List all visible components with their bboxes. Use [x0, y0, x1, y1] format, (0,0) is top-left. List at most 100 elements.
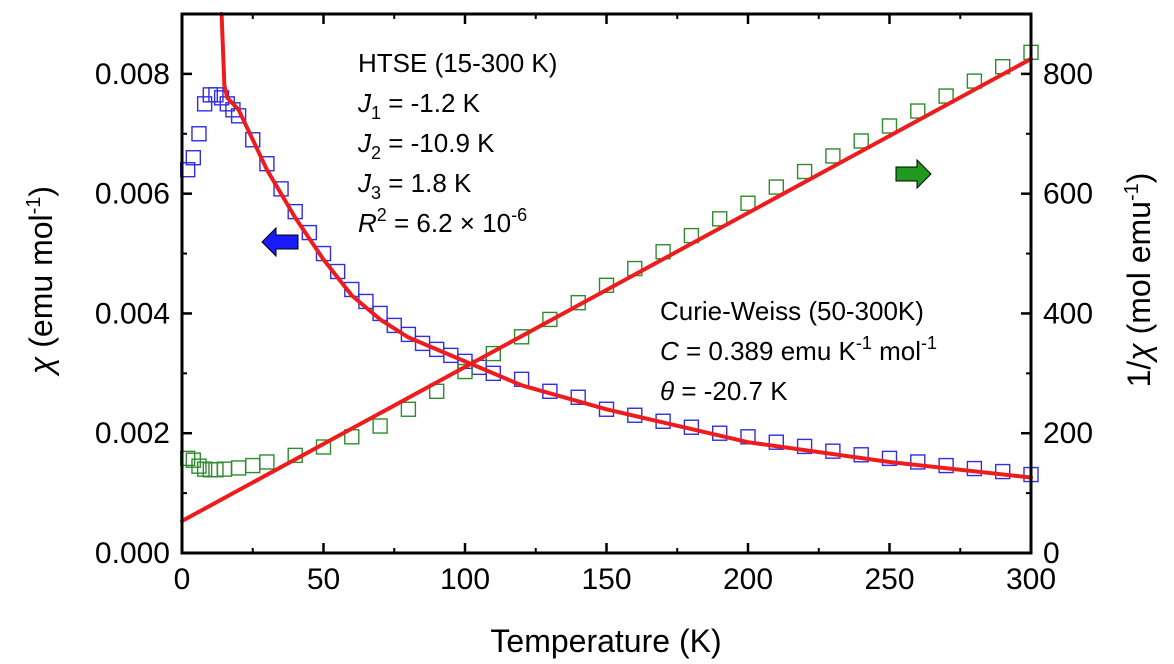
cw-theta-var: θ	[660, 376, 674, 406]
x-tick-label: 100	[440, 563, 490, 596]
cw-theta-val: = -20.7 K	[674, 376, 788, 406]
data-point	[216, 461, 233, 477]
ticks	[180, 13, 1033, 555]
x-axis-title: Temperature (K)	[490, 623, 721, 659]
y-left-tick-label: 0.006	[95, 178, 170, 211]
cw-c: C = 0.389 emu K-1 mol-1	[660, 333, 937, 366]
data-point	[245, 132, 261, 148]
y-left-unit-suffix: )	[23, 186, 59, 197]
data-point	[796, 438, 813, 455]
htse-r2-sup: 2	[377, 205, 387, 225]
data-point	[995, 463, 1011, 480]
y-right-tick-label: 600	[1043, 178, 1093, 211]
data-point	[191, 458, 207, 474]
data-point	[208, 462, 224, 478]
cw-theta: θ = -20.7 K	[660, 376, 788, 406]
cw-c-val2: mol	[872, 336, 921, 366]
data-point	[196, 96, 213, 112]
y-left-tick-label: 0.002	[95, 417, 170, 450]
htse-j2-val: = -10.9 K	[381, 128, 495, 158]
cw-c-var: C	[660, 336, 679, 366]
htse-j1-var: J	[357, 88, 372, 118]
data-point	[825, 148, 841, 164]
data-point	[881, 118, 898, 134]
y-left-axis-title: χ (emu mol-1)	[23, 186, 59, 377]
x-tick-label: 50	[307, 563, 340, 596]
cw-c-val1: = 0.389 emu K	[679, 336, 857, 366]
y-right-prefix: 1/	[1121, 361, 1157, 388]
htse-r2-val: = 6.2 × 10	[387, 208, 511, 238]
fit-lines	[180, 12, 1033, 523]
data-point	[372, 418, 388, 434]
tick-labels: 0 50 100 150 200 250 300 0.000 0.002 0.004 0.006 0.…	[95, 58, 1093, 596]
data-point	[796, 163, 813, 180]
left-axis-arrow	[261, 226, 299, 258]
y-right-tick-label: 0	[1043, 537, 1060, 570]
scatter-markers	[179, 44, 1039, 483]
right-axis-arrow	[895, 158, 932, 190]
y-right-tick-label: 400	[1043, 297, 1093, 330]
cw-c-exp2: -1	[921, 333, 937, 353]
x-tick-label: 300	[1006, 563, 1056, 596]
data-point	[259, 454, 275, 470]
y-left-tick-label: 0.008	[95, 58, 170, 91]
htse-annotation: HTSE (15-300 K) J1 = -1.2 K J2 = -10.9 K…	[357, 48, 557, 238]
htse-title: HTSE (15-300 K)	[358, 48, 557, 78]
htse-r2-exp: -6	[511, 205, 527, 225]
y-left-unit-prefix: (emu mol	[23, 214, 59, 356]
data-point	[513, 329, 530, 345]
data-point	[910, 454, 926, 470]
fit-line	[219, 12, 1033, 480]
data-point	[245, 457, 261, 474]
y-right-tick-label: 200	[1043, 417, 1093, 450]
htse-j3: J3 = 1.8 K	[357, 168, 472, 203]
x-tick-label: 150	[581, 563, 631, 596]
series-layer	[179, 12, 1039, 523]
y-right-unit-prefix: (mol emu	[1121, 201, 1157, 343]
x-tick-label: 200	[723, 563, 773, 596]
htse-j1-sub: 1	[371, 103, 381, 123]
htse-j1-val: = -1.2 K	[381, 88, 481, 118]
y-left-tick-label: 0.000	[95, 537, 170, 570]
y-right-symbol: χ	[1121, 343, 1157, 364]
data-point	[542, 311, 558, 328]
cw-title: Curie-Weiss (50-300K)	[660, 296, 924, 326]
data-point	[910, 103, 926, 119]
data-point	[230, 460, 247, 476]
y-left-symbol: χ	[23, 356, 59, 377]
data-point	[185, 150, 202, 166]
data-point	[853, 133, 869, 149]
htse-r2: R2 = 6.2 × 10-6	[358, 205, 527, 238]
data-point	[740, 195, 756, 211]
data-point	[881, 450, 898, 467]
x-tick-label: 250	[864, 563, 914, 596]
y-right-unit-exp: -1	[1121, 183, 1143, 201]
plot-frame	[180, 12, 1033, 555]
htse-j3-sub: 3	[371, 183, 381, 203]
data-point	[853, 447, 869, 463]
fit-line	[180, 56, 1033, 523]
htse-j2: J2 = -10.9 K	[357, 128, 495, 163]
y-right-tick-label: 800	[1043, 58, 1093, 91]
htse-j2-var: J	[357, 128, 372, 158]
htse-j1: J1 = -1.2 K	[357, 88, 481, 123]
data-point	[191, 126, 207, 142]
data-point	[485, 365, 501, 382]
data-point	[400, 401, 417, 417]
htse-r2-var: R	[358, 208, 377, 238]
data-point	[768, 434, 784, 450]
cw-c-exp1: -1	[856, 333, 872, 353]
data-point	[208, 87, 224, 103]
y-right-axis-title: 1/χ (mol emu-1)	[1121, 173, 1157, 388]
htse-j3-val: = 1.8 K	[381, 168, 472, 198]
htse-j2-sub: 2	[371, 143, 381, 163]
x-tick-label: 0	[174, 563, 191, 596]
y-left-tick-label: 0.004	[95, 297, 170, 330]
y-left-unit-exp: -1	[23, 197, 45, 215]
data-point	[712, 211, 728, 227]
cw-annotation: Curie-Weiss (50-300K) C = 0.389 emu K-1 …	[660, 296, 937, 406]
data-point	[185, 452, 202, 468]
data-point	[768, 179, 784, 195]
y-right-unit-suffix: )	[1121, 173, 1157, 184]
